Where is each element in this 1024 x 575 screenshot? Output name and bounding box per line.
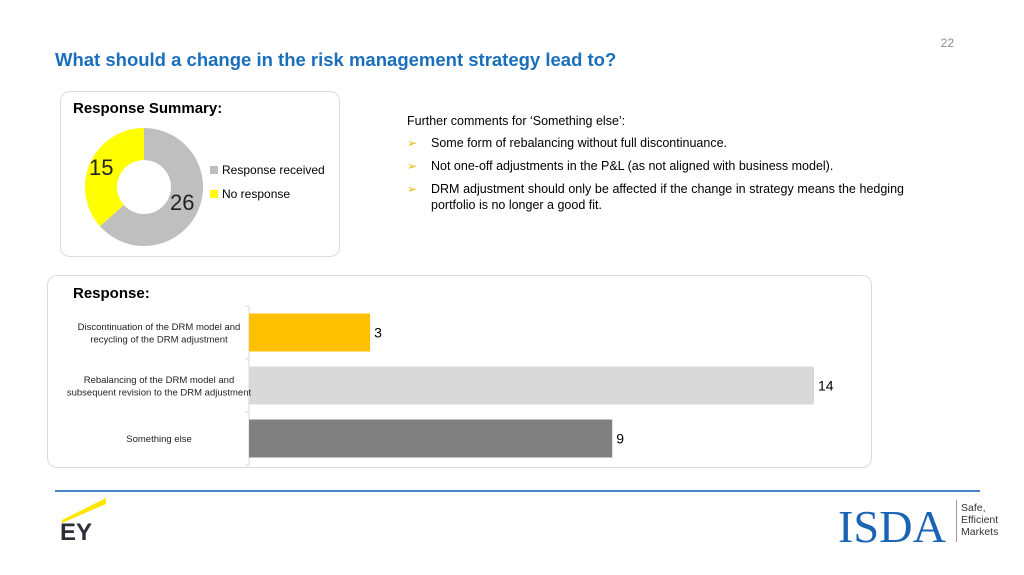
comments-heading: Further comments for ‘Something else’: <box>407 114 626 128</box>
page-number: 22 <box>940 36 954 50</box>
arrow-bullet-icon: ➢ <box>407 136 418 150</box>
tagline-line: Markets <box>961 526 999 538</box>
further-comments: Further comments for ‘Something else’: ➢… <box>407 113 904 220</box>
donut-legend: Response received No response <box>210 162 325 210</box>
legend-entry: No response <box>210 186 325 202</box>
legend-swatch <box>210 190 218 198</box>
comment-text: Some form of rebalancing without full di… <box>431 136 727 150</box>
arrow-bullet-icon: ➢ <box>407 159 418 173</box>
response-summary-heading: Response Summary: <box>73 100 223 117</box>
arrow-bullet-icon: ➢ <box>407 182 418 196</box>
comment-item: ➢ Not one-off adjustments in the P&L (as… <box>407 158 904 174</box>
isda-logo-divider <box>956 500 957 542</box>
comment-text: Not one-off adjustments in the P&L (as n… <box>431 159 834 173</box>
donut-value-label: 15 <box>89 155 114 180</box>
legend-label: Response received <box>222 163 325 177</box>
legend-label: No response <box>222 187 291 201</box>
ey-logo: EY <box>60 498 106 544</box>
ey-logo-text: EY <box>60 519 92 544</box>
donut-value-label: 26 <box>170 190 195 215</box>
legend-entry: Response received <box>210 162 325 178</box>
comment-text: DRM adjustment should only be affected i… <box>431 182 904 212</box>
legend-swatch <box>210 166 218 174</box>
donut-slice <box>84 128 144 227</box>
isda-logo-text: ISDA <box>838 502 946 546</box>
tagline-line: Efficient <box>961 514 999 526</box>
donut-slice <box>99 128 203 246</box>
response-panel <box>47 275 872 468</box>
comment-item: ➢ Some form of rebalancing without full … <box>407 135 904 151</box>
isda-logo: ISDA <box>838 502 946 546</box>
response-donut-chart <box>84 128 203 246</box>
tagline-line: Safe, <box>961 502 986 514</box>
response-heading: Response: <box>73 285 150 302</box>
isda-tagline: Safe, Efficient Markets <box>961 502 998 538</box>
response-summary-panel <box>60 91 340 257</box>
page-title: What should a change in the risk managem… <box>55 49 617 70</box>
comment-item: ➢ DRM adjustment should only be affected… <box>407 181 904 213</box>
footer-divider <box>55 490 980 492</box>
